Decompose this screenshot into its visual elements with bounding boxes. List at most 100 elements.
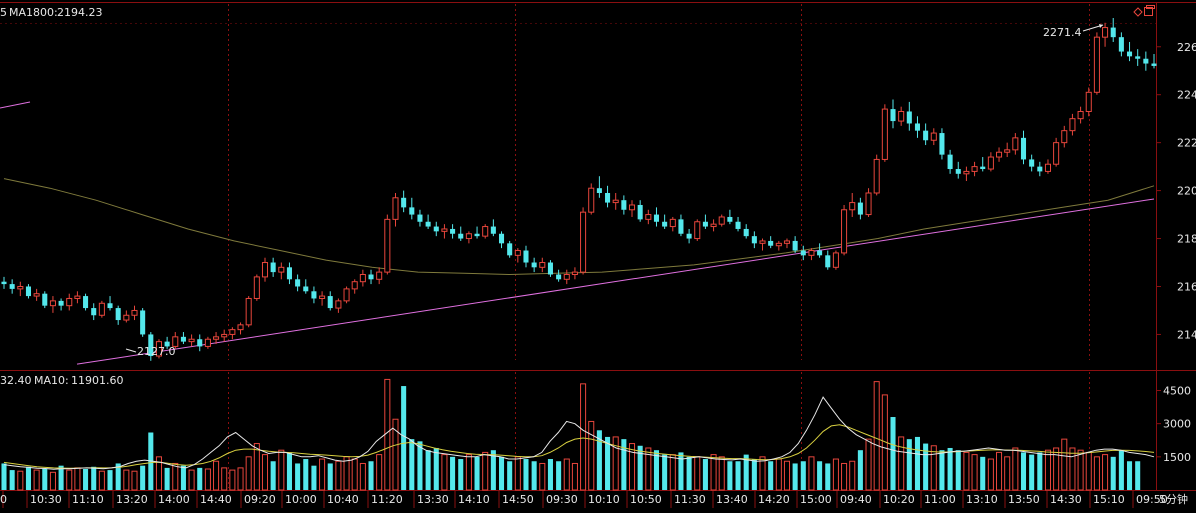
chart-frame — [0, 2, 1196, 491]
volume-bar — [768, 461, 774, 490]
candle — [923, 123, 929, 146]
candle-body — [123, 314, 130, 321]
volume-bar — [368, 461, 374, 490]
volume-bar — [751, 459, 757, 490]
time-tick-label: 13:40 — [716, 493, 748, 506]
candle — [1020, 130, 1027, 165]
volume-bar — [930, 445, 937, 491]
candle — [83, 293, 89, 311]
candle-body — [971, 166, 978, 172]
candle-body — [9, 284, 15, 289]
volume-bar — [694, 456, 701, 491]
candle-body — [686, 233, 692, 239]
trend-line-segment — [76, 198, 1155, 365]
volume-bar — [987, 458, 994, 491]
volume-bar — [1093, 456, 1100, 491]
candle — [66, 293, 73, 311]
restore-icon[interactable] — [1144, 7, 1153, 16]
candle — [148, 332, 154, 361]
candle-body — [857, 202, 863, 215]
candle-body — [498, 233, 505, 244]
window-controls[interactable] — [1133, 5, 1155, 17]
volume-bar — [1012, 447, 1019, 491]
candle — [1135, 49, 1141, 66]
candle — [359, 269, 366, 287]
time-tick-label: 09:40 — [840, 493, 872, 506]
candle-body — [637, 204, 643, 220]
period-label[interactable]: 5分钟 — [1159, 492, 1188, 506]
candle — [441, 224, 448, 239]
volume-bar — [914, 436, 921, 490]
time-tick-label: 11:00 — [924, 493, 956, 506]
candle-body — [890, 109, 896, 122]
time-tick-label: 14:50 — [502, 493, 534, 506]
volume-bar — [1118, 450, 1124, 490]
candle-body — [996, 151, 1003, 158]
candle — [523, 245, 529, 268]
candle-body — [817, 250, 823, 256]
candle — [1053, 137, 1060, 167]
candle-body — [148, 334, 154, 357]
candle — [123, 310, 130, 323]
candle-body — [1, 281, 7, 285]
candle-body — [1085, 91, 1092, 112]
candle-body — [939, 133, 945, 155]
candle — [980, 157, 986, 172]
candle — [58, 298, 64, 311]
candle-body — [808, 250, 815, 256]
price-tick-label: 224 — [1177, 89, 1196, 102]
volume-bar — [605, 436, 611, 490]
time-tick-label: 13:30 — [417, 493, 449, 506]
volume-bar — [1029, 454, 1035, 490]
candle — [678, 214, 684, 237]
candle — [303, 279, 309, 294]
price-axis: 226 224 222 220 218 216 214 — [1156, 41, 1196, 341]
candle — [1085, 87, 1092, 117]
volume-bar — [221, 467, 228, 491]
volume-bar — [612, 436, 619, 491]
candle-body — [621, 200, 627, 210]
prior-trend-stub — [0, 101, 31, 109]
candle-body — [417, 214, 423, 222]
candle-body — [507, 243, 513, 256]
volume-bar — [817, 461, 823, 490]
candle — [873, 154, 880, 196]
price-tick-label: 216 — [1177, 280, 1196, 293]
candle — [140, 308, 146, 337]
candle — [164, 336, 170, 349]
candle-body — [1135, 56, 1141, 59]
volume-bar — [1053, 447, 1060, 491]
candle — [1061, 125, 1068, 148]
candle-body — [987, 156, 994, 170]
volume-ma-value: 11901.60 — [71, 374, 124, 387]
candle-body — [384, 218, 391, 273]
candle — [531, 257, 537, 273]
candle — [857, 197, 863, 220]
candle-body — [164, 341, 170, 347]
candle — [115, 305, 121, 325]
candle-body — [213, 336, 220, 340]
candle-body — [351, 281, 358, 290]
candle — [612, 192, 619, 210]
candle — [637, 200, 643, 222]
candle — [800, 245, 806, 261]
volume-tick-label: 1500 — [1163, 451, 1191, 464]
candle — [335, 298, 342, 313]
volume-bar — [1037, 452, 1043, 490]
volume-bar — [923, 443, 929, 490]
candle-body — [83, 296, 89, 309]
volume-bar — [107, 470, 113, 490]
volume-bar — [1004, 456, 1011, 491]
candle — [1077, 106, 1084, 124]
candle — [645, 209, 652, 225]
diamond-icon[interactable] — [1133, 7, 1143, 17]
time-tick-label: 10:20 — [883, 493, 915, 506]
trend-line — [76, 198, 1155, 365]
volume-bar — [303, 459, 309, 490]
candle — [1110, 17, 1116, 42]
candle-body — [221, 333, 228, 338]
candle — [628, 200, 636, 217]
candle-body — [1012, 137, 1019, 151]
volume-bar — [718, 456, 725, 491]
time-axis: 0 10:30 11:10 13:20 14:00 14:40 09:20 10:00 10:4… — [0, 491, 1168, 508]
